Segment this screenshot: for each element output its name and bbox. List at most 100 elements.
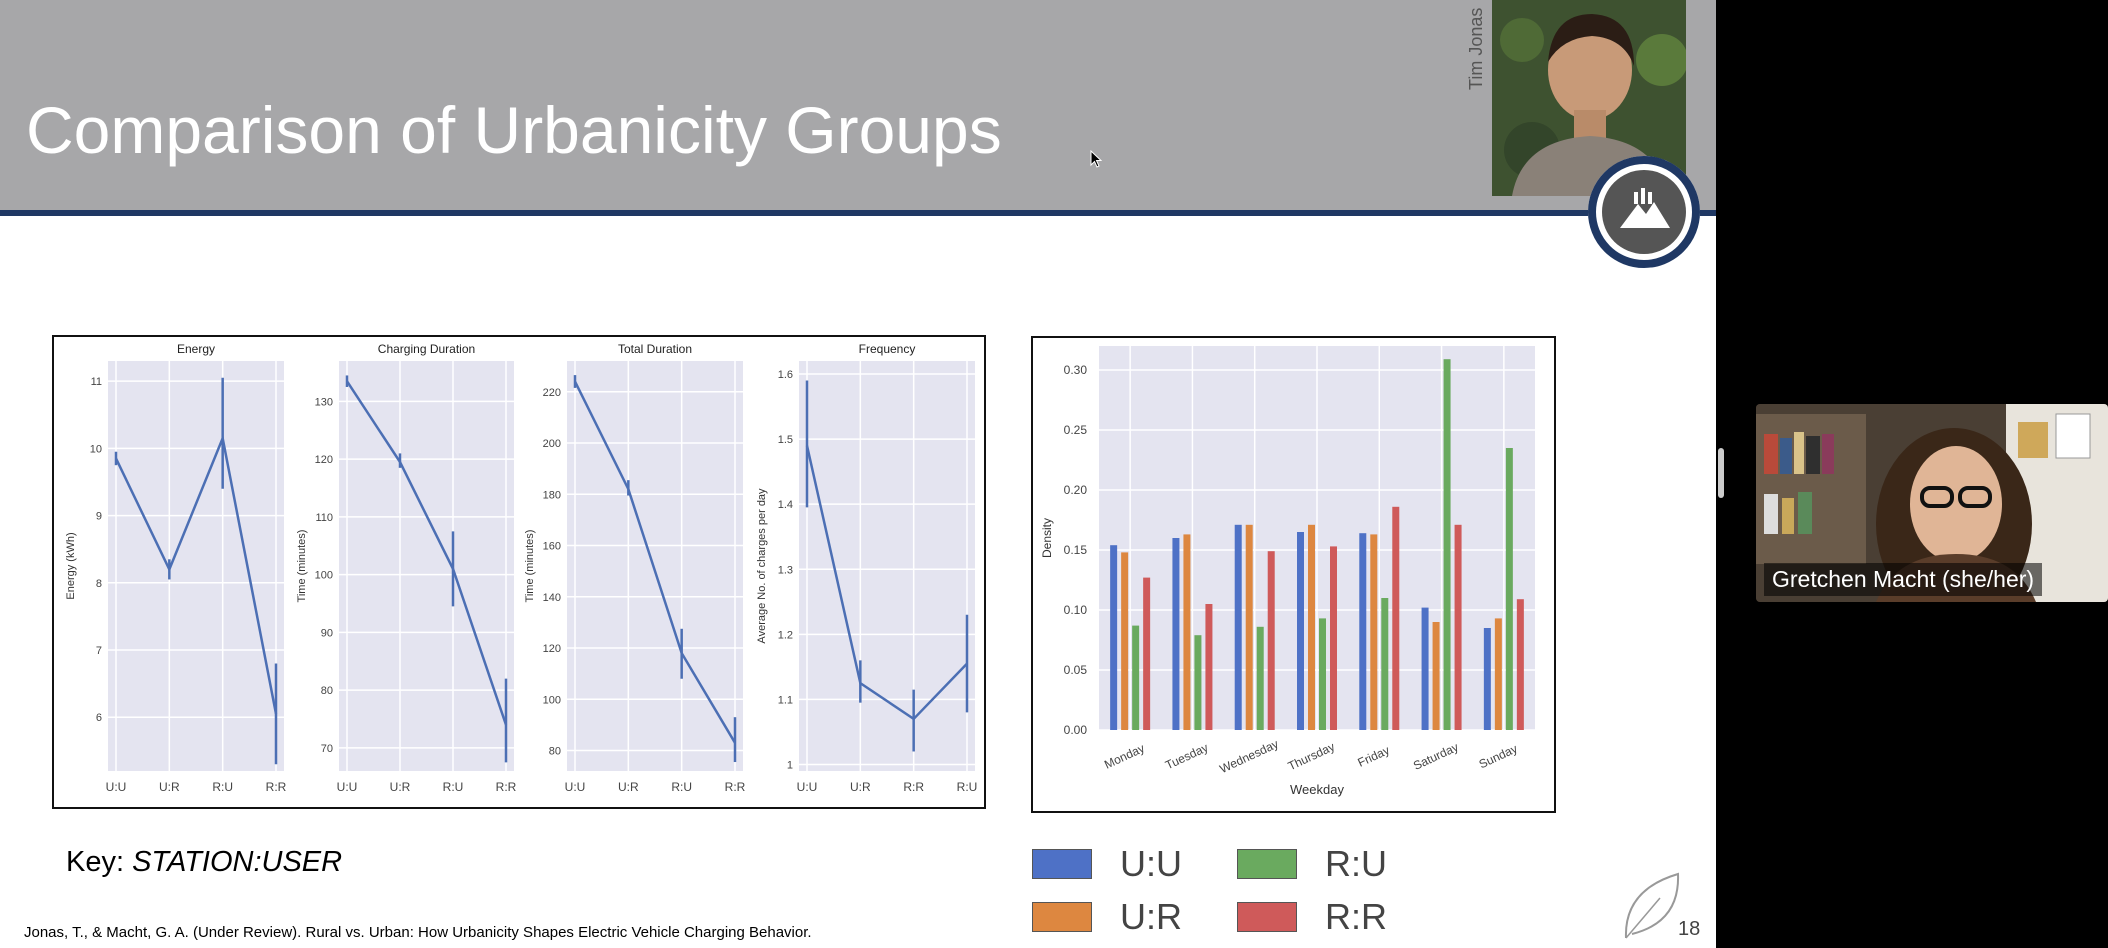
y-axis-label: Time (minutes) bbox=[296, 530, 308, 603]
y-tick-label: 120 bbox=[543, 643, 561, 655]
y-tick-label: 0.30 bbox=[1064, 363, 1088, 377]
bar bbox=[1505, 448, 1513, 730]
x-tick-label: R:U bbox=[671, 780, 692, 794]
chart-title: Total Duration bbox=[618, 342, 692, 356]
y-tick-label: 90 bbox=[321, 627, 333, 639]
bar bbox=[1454, 524, 1462, 730]
line-chart-4: 1 1.1 1.2 1.3 1.4 1.5 1.6 U:U U:R R:R R:U Frequency… bbox=[756, 342, 977, 794]
y-tick-label: 6 bbox=[96, 712, 102, 724]
legend-item-ru: R:U bbox=[1237, 843, 1387, 885]
bar bbox=[1483, 628, 1491, 730]
participant-name-label: Gretchen Macht (she/her) bbox=[1764, 563, 2043, 596]
presenter-name-label: Tim Jonas bbox=[1466, 7, 1486, 90]
chart-title: Charging Duration bbox=[378, 342, 475, 356]
x-tick-label: R:R bbox=[903, 780, 924, 794]
bar bbox=[1330, 546, 1337, 730]
x-tick-label: Friday bbox=[1356, 743, 1392, 770]
y-tick-label: 160 bbox=[543, 541, 561, 553]
y-tick-label: 0.00 bbox=[1064, 723, 1088, 737]
bar bbox=[1494, 618, 1502, 730]
series-line bbox=[345, 380, 508, 726]
line-chart-3: 80 100 120 140 160 180 200 220 U:U U:R R:U R:R Total… bbox=[524, 342, 746, 794]
x-tick-label: R:U bbox=[443, 780, 464, 794]
panel-resize-handle[interactable] bbox=[1718, 448, 1724, 498]
x-tick-label: Wednesday bbox=[1217, 737, 1280, 776]
legend-label: R:R bbox=[1325, 896, 1387, 937]
header-divider bbox=[0, 210, 1716, 216]
bar bbox=[1319, 618, 1326, 730]
y-tick-label: 7 bbox=[96, 645, 102, 657]
bar bbox=[1370, 534, 1378, 730]
participant-video-feed bbox=[1756, 404, 2108, 602]
chart-title: Frequency bbox=[859, 342, 916, 356]
x-tick-label: Thursday bbox=[1286, 739, 1337, 773]
bar bbox=[1381, 598, 1389, 730]
x-tick-label: U:U bbox=[337, 780, 358, 794]
x-tick-label: R:U bbox=[957, 780, 978, 794]
series-line bbox=[114, 433, 278, 715]
legend-label: U:R bbox=[1120, 896, 1182, 937]
legend-swatch bbox=[1237, 902, 1297, 932]
plot-area bbox=[108, 361, 284, 771]
series-line bbox=[805, 445, 968, 721]
bar-chart-svg: 0.00 0.05 0.10 0.15 0.20 0.25 0.30 Monday Tuesda… bbox=[1040, 346, 1535, 797]
line-chart-1: 6 7 8 9 10 11 U:U U:R R:U R:R Energy Energy (kWh) bbox=[65, 342, 287, 794]
y-tick-label: 70 bbox=[321, 743, 333, 755]
key-prefix: Key: bbox=[66, 846, 133, 878]
y-tick-label: 1.2 bbox=[778, 629, 793, 641]
y-tick-label: 0.20 bbox=[1064, 483, 1088, 497]
slide-title: Comparison of Urbanicity Groups bbox=[26, 93, 1002, 167]
plot-area bbox=[799, 361, 975, 771]
y-tick-label: 100 bbox=[543, 694, 561, 706]
x-tick-label: U:R bbox=[390, 780, 411, 794]
bar bbox=[1110, 545, 1118, 730]
bar bbox=[1256, 626, 1264, 730]
y-tick-label: 0.25 bbox=[1064, 423, 1088, 437]
x-tick-label: R:R bbox=[725, 780, 746, 794]
presentation-slide: Comparison of Urbanicity Groups Tim Jona… bbox=[0, 0, 1716, 948]
bar bbox=[1432, 622, 1440, 730]
bar bbox=[1297, 532, 1304, 730]
bar bbox=[1183, 534, 1191, 730]
mouse-cursor-icon bbox=[1090, 150, 1103, 168]
y-tick-label: 11 bbox=[91, 376, 102, 388]
y-axis-label: Time (minutes) bbox=[524, 530, 536, 603]
bar bbox=[1121, 552, 1129, 730]
bar bbox=[1205, 604, 1213, 730]
x-tick-label: Saturday bbox=[1411, 740, 1460, 773]
bar bbox=[1132, 625, 1140, 730]
x-tick-label: Sunday bbox=[1477, 741, 1520, 771]
y-tick-label: 10 bbox=[90, 443, 102, 455]
bar bbox=[1194, 635, 1202, 730]
y-tick-label: 110 bbox=[315, 512, 333, 524]
legend-swatch bbox=[1237, 849, 1297, 879]
y-tick-label: 200 bbox=[543, 438, 561, 450]
y-tick-label: 100 bbox=[315, 570, 333, 582]
participant-video-tile[interactable]: Gretchen Macht (she/her) bbox=[1756, 404, 2108, 602]
x-tick-label: U:R bbox=[618, 780, 639, 794]
bar-chart: 0.00 0.05 0.10 0.15 0.20 0.25 0.30 Monday Tuesda… bbox=[1040, 346, 1535, 797]
chart-title: Energy bbox=[177, 342, 215, 356]
x-tick-label: U:U bbox=[565, 780, 586, 794]
legend-item-ur: U:R bbox=[1032, 896, 1182, 938]
x-tick-label: R:U bbox=[212, 780, 233, 794]
y-tick-label: 130 bbox=[315, 396, 333, 408]
bar bbox=[1267, 551, 1275, 730]
y-tick-label: 220 bbox=[543, 387, 561, 399]
x-tick-label: U:R bbox=[159, 780, 180, 794]
y-tick-label: 120 bbox=[315, 454, 333, 466]
plot-area bbox=[567, 361, 743, 771]
presenter-photo bbox=[1492, 0, 1686, 196]
y-tick-label: 1 bbox=[787, 759, 793, 771]
legend-item-rr: R:R bbox=[1237, 896, 1387, 938]
x-tick-label: R:R bbox=[266, 780, 287, 794]
x-tick-label: Monday bbox=[1102, 741, 1147, 772]
key-label: Key: STATION:USER bbox=[66, 846, 342, 879]
leaf-icon bbox=[1624, 872, 1680, 939]
y-tick-label: 140 bbox=[543, 592, 561, 604]
x-tick-label: U:R bbox=[850, 780, 871, 794]
y-tick-label: 8 bbox=[96, 578, 102, 590]
y-axis-label: Energy (kWh) bbox=[65, 532, 77, 599]
x-axis-label: Weekday bbox=[1290, 782, 1344, 797]
bar bbox=[1143, 577, 1151, 730]
